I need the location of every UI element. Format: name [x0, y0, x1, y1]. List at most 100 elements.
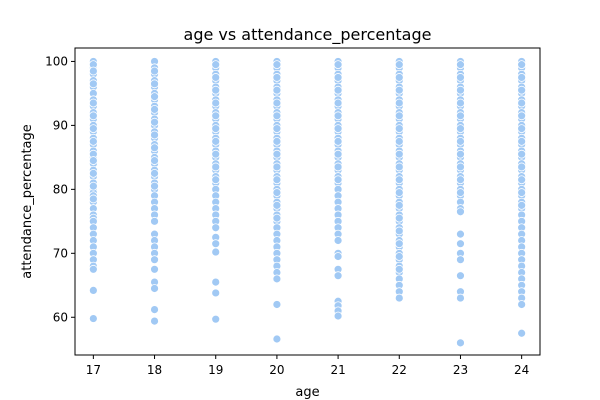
- data-point: [394, 200, 404, 210]
- data-points: [88, 57, 527, 348]
- data-point: [394, 239, 404, 249]
- data-point: [272, 149, 282, 159]
- data-point: [517, 111, 527, 121]
- data-point: [394, 60, 404, 70]
- data-point: [150, 117, 159, 127]
- data-point: [272, 60, 282, 70]
- data-point: [456, 293, 465, 303]
- data-point: [272, 85, 282, 95]
- data-point: [333, 236, 343, 245]
- x-tick-label: 20: [269, 363, 284, 377]
- data-point: [150, 143, 159, 153]
- data-point: [150, 316, 159, 326]
- data-point: [272, 300, 282, 309]
- x-axis-ticks: 17 18 19 20 21 22 23 24: [86, 355, 529, 377]
- data-point: [456, 255, 465, 265]
- data-point: [333, 73, 343, 82]
- data-point: [88, 181, 98, 191]
- data-point: [456, 162, 465, 172]
- chart-title: age vs attendance_percentage: [184, 25, 432, 45]
- data-point: [517, 98, 527, 108]
- data-point: [456, 207, 465, 217]
- data-point: [211, 162, 221, 172]
- data-point: [456, 149, 465, 159]
- x-axis-label: age: [295, 385, 319, 400]
- data-point: [88, 194, 98, 204]
- data-point: [456, 111, 465, 121]
- data-point: [211, 85, 221, 95]
- x-tick-label: 22: [392, 363, 407, 377]
- data-point: [272, 213, 282, 223]
- data-point: [456, 73, 465, 82]
- data-point: [88, 264, 98, 274]
- data-point: [211, 149, 221, 159]
- data-point: [333, 111, 343, 121]
- data-point: [517, 149, 527, 159]
- data-point: [333, 98, 343, 108]
- data-point: [88, 79, 98, 89]
- data-point: [150, 264, 159, 274]
- data-point: [456, 175, 465, 185]
- data-point: [333, 60, 343, 70]
- data-point: [211, 73, 221, 82]
- data-point: [517, 200, 527, 210]
- data-point: [211, 124, 221, 133]
- data-point: [456, 188, 465, 197]
- data-point: [88, 98, 98, 108]
- x-tick-label: 21: [330, 363, 345, 377]
- data-point: [333, 149, 343, 159]
- data-point: [211, 314, 221, 324]
- x-tick-label: 17: [86, 363, 101, 377]
- data-point: [517, 136, 527, 146]
- data-point: [211, 288, 221, 298]
- data-point: [394, 213, 404, 223]
- data-point: [150, 168, 159, 178]
- y-tick-label: 70: [53, 246, 68, 260]
- data-point: [394, 226, 404, 236]
- data-point: [88, 111, 98, 121]
- data-point: [272, 136, 282, 146]
- data-point: [394, 124, 404, 133]
- data-point: [394, 252, 404, 261]
- data-point: [394, 175, 404, 185]
- data-point: [456, 85, 465, 95]
- data-point: [333, 175, 343, 185]
- data-point: [272, 111, 282, 121]
- data-point: [456, 98, 465, 108]
- data-point: [456, 136, 465, 146]
- plot-area-frame: [74, 47, 541, 356]
- x-tick-label: 19: [208, 363, 223, 377]
- y-tick-label: 80: [53, 182, 68, 196]
- data-point: [394, 264, 404, 274]
- data-point: [272, 162, 282, 172]
- data-point: [150, 255, 159, 265]
- data-point: [88, 124, 98, 133]
- data-point: [150, 216, 159, 226]
- data-point: [150, 79, 159, 89]
- data-point: [211, 60, 221, 70]
- data-point: [333, 124, 343, 133]
- data-point: [333, 136, 343, 146]
- data-point: [517, 73, 527, 82]
- data-point: [211, 136, 221, 146]
- data-point: [88, 156, 98, 165]
- data-point: [150, 156, 159, 165]
- data-point: [88, 168, 98, 178]
- data-point: [333, 252, 343, 261]
- data-point: [211, 175, 221, 185]
- data-point: [517, 328, 527, 338]
- data-point: [211, 111, 221, 121]
- data-point: [517, 162, 527, 172]
- data-point: [394, 111, 404, 121]
- data-point: [272, 73, 282, 82]
- data-point: [517, 300, 527, 309]
- data-point: [88, 66, 98, 76]
- y-tick-label: 60: [53, 310, 68, 324]
- data-point: [150, 130, 159, 140]
- data-point: [394, 73, 404, 82]
- data-point: [150, 66, 159, 76]
- data-point: [272, 124, 282, 133]
- data-point: [517, 85, 527, 95]
- data-point: [456, 239, 465, 249]
